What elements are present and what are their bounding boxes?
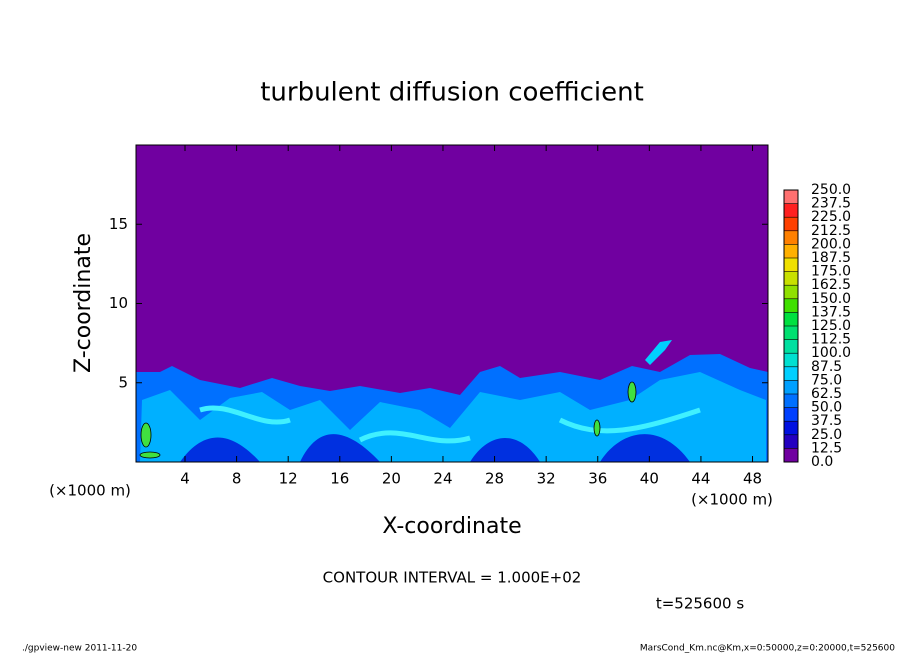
colorbar-label: 162.5 [811, 277, 851, 293]
colorbar-label: 212.5 [811, 223, 851, 239]
colorbar-band [784, 366, 798, 381]
colorbar-label: 200.0 [811, 236, 851, 252]
x-tick-label: 24 [433, 470, 452, 488]
footer-left: ./gpview-new 2011-11-20 [22, 644, 137, 654]
colorbar-label: 100.0 [811, 345, 851, 361]
turbulent-core [140, 372, 766, 462]
colorbar-label: 175.0 [811, 264, 851, 280]
chart-title: turbulent diffusion coefficient [260, 78, 644, 108]
x-tick-label: 16 [330, 470, 349, 488]
plume [645, 340, 672, 365]
colorbar-band [784, 203, 798, 218]
y-tick-label: 10 [109, 294, 128, 312]
colorbar-band [784, 353, 798, 367]
x-tick-label: 12 [279, 470, 298, 488]
colorbar-band [784, 380, 798, 394]
blob [140, 422, 152, 448]
x-tick-label: 44 [691, 470, 710, 488]
colorbar-label: 25.0 [811, 427, 842, 443]
x-unit: (×1000 m) [691, 491, 773, 509]
colorbar-label: 62.5 [811, 386, 842, 402]
colorbar-label: 237.5 [811, 196, 851, 212]
colorbar-label: 37.5 [811, 413, 842, 429]
x-tick-label: 28 [485, 470, 504, 488]
colorbar-label: 125.0 [811, 318, 851, 334]
colorbar-label: 250.0 [811, 182, 851, 198]
x-tick-label: 40 [640, 470, 659, 488]
streak [199, 405, 701, 444]
eddy [180, 434, 690, 462]
colorbar-label: 75.0 [811, 372, 842, 388]
y-axis-label: Z-coordinate [71, 233, 96, 373]
field [136, 145, 768, 462]
x-tick-label: 48 [743, 470, 762, 488]
time-label: t=525600 s [656, 595, 744, 613]
colorbar-label: 150.0 [811, 291, 851, 307]
colorbar-label: 112.5 [811, 332, 851, 348]
x-axis-label: X-coordinate [382, 514, 521, 539]
colorbar-band [784, 312, 798, 326]
colorbar-band [784, 339, 798, 354]
colorbar-band [784, 271, 798, 286]
colorbar-band [784, 434, 798, 449]
y-tick-label: 15 [109, 215, 128, 233]
colorbar-band [784, 190, 798, 204]
colorbar-label: 187.5 [811, 250, 851, 266]
colorbar-label: 50.0 [811, 400, 842, 416]
colorbar-band [784, 326, 798, 340]
colorbar-label: 87.5 [811, 359, 842, 375]
colorbar-band [784, 230, 798, 245]
x-tick-label: 8 [232, 470, 242, 488]
blob [627, 381, 637, 403]
footer-right: MarsCond_Km.nc@Km,x=0:50000,z=0:20000,t=… [640, 644, 895, 654]
x-unit: (×1000 m) [49, 482, 131, 500]
blob [139, 451, 161, 459]
colorbar-band [784, 394, 798, 408]
x-tick-label: 32 [537, 470, 556, 488]
x-tick-label: 20 [382, 470, 401, 488]
colorbar-band [784, 298, 798, 313]
colorbar-band [784, 244, 798, 258]
colorbar-label: 0.0 [811, 454, 833, 470]
colorbar-band [784, 407, 798, 422]
colorbar-label: 225.0 [811, 209, 851, 225]
colorbar-band [784, 421, 798, 435]
y-tick-label: 5 [118, 373, 128, 391]
x-tick-label: 36 [588, 470, 607, 488]
colorbar-label: 137.5 [811, 304, 851, 320]
contour-interval: CONTOUR INTERVAL = 1.000E+02 [323, 569, 582, 587]
colorbar-band [784, 448, 798, 462]
colorbar-band [784, 258, 798, 272]
blob [593, 419, 601, 437]
colorbar-band [784, 217, 798, 231]
x-tick-label: 4 [180, 470, 190, 488]
colorbar-label: 12.5 [811, 440, 842, 456]
colorbar-band [784, 285, 798, 299]
